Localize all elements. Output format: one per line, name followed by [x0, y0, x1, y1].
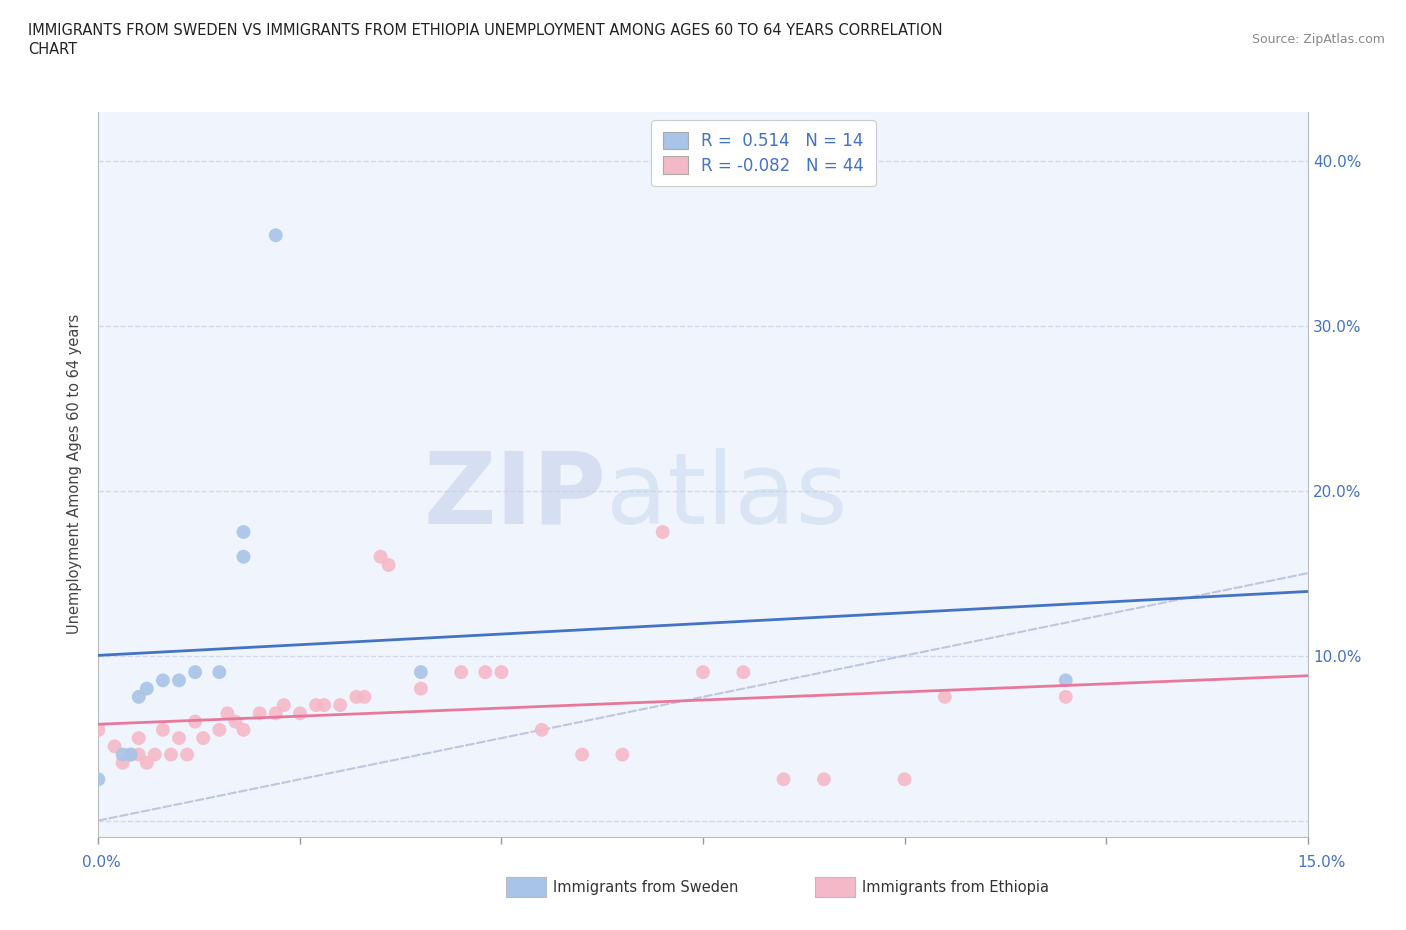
- Text: 0.0%: 0.0%: [82, 855, 121, 870]
- Point: [232, 550, 254, 565]
- Point: [491, 665, 513, 680]
- Point: [160, 747, 183, 762]
- Point: [377, 558, 399, 573]
- Point: [176, 747, 198, 762]
- Point: [264, 228, 287, 243]
- Point: [353, 689, 375, 704]
- Point: [571, 747, 593, 762]
- Point: [329, 698, 352, 712]
- Point: [232, 723, 254, 737]
- Point: [120, 747, 142, 762]
- Y-axis label: Unemployment Among Ages 60 to 64 years: Unemployment Among Ages 60 to 64 years: [67, 314, 83, 634]
- Point: [135, 681, 157, 696]
- Text: IMMIGRANTS FROM SWEDEN VS IMMIGRANTS FROM ETHIOPIA UNEMPLOYMENT AMONG AGES 60 TO: IMMIGRANTS FROM SWEDEN VS IMMIGRANTS FRO…: [28, 23, 943, 38]
- Point: [232, 525, 254, 539]
- Text: 15.0%: 15.0%: [1298, 855, 1346, 870]
- Point: [128, 731, 150, 746]
- Point: [692, 665, 714, 680]
- Point: [733, 665, 755, 680]
- Point: [87, 772, 110, 787]
- Point: [370, 550, 392, 565]
- Point: [167, 673, 190, 688]
- Point: [893, 772, 915, 787]
- Point: [217, 706, 239, 721]
- Point: [208, 723, 231, 737]
- Point: [813, 772, 835, 787]
- Point: [1054, 689, 1077, 704]
- Point: [208, 665, 231, 680]
- Point: [120, 747, 142, 762]
- Text: Immigrants from Sweden: Immigrants from Sweden: [553, 880, 738, 895]
- Point: [193, 731, 215, 746]
- Point: [167, 731, 190, 746]
- Point: [152, 723, 174, 737]
- Text: ZIP: ZIP: [423, 447, 606, 545]
- Point: [273, 698, 295, 712]
- Point: [474, 665, 496, 680]
- Point: [184, 665, 207, 680]
- Point: [184, 714, 207, 729]
- Point: [288, 706, 311, 721]
- Point: [772, 772, 794, 787]
- Point: [87, 723, 110, 737]
- Point: [450, 665, 472, 680]
- Point: [409, 665, 432, 680]
- Text: Source: ZipAtlas.com: Source: ZipAtlas.com: [1251, 33, 1385, 46]
- Point: [305, 698, 328, 712]
- Legend: R =  0.514   N = 14, R = -0.082   N = 44: R = 0.514 N = 14, R = -0.082 N = 44: [651, 120, 876, 186]
- Point: [344, 689, 367, 704]
- Point: [249, 706, 271, 721]
- Text: atlas: atlas: [606, 447, 848, 545]
- Point: [128, 689, 150, 704]
- Point: [651, 525, 673, 539]
- Point: [264, 706, 287, 721]
- Text: CHART: CHART: [28, 42, 77, 57]
- Point: [314, 698, 336, 712]
- Point: [530, 723, 553, 737]
- Point: [1054, 673, 1077, 688]
- Point: [934, 689, 956, 704]
- Point: [111, 755, 134, 770]
- Point: [111, 747, 134, 762]
- Point: [103, 738, 125, 753]
- Point: [128, 747, 150, 762]
- Point: [152, 673, 174, 688]
- Point: [135, 755, 157, 770]
- Point: [224, 714, 246, 729]
- Text: Immigrants from Ethiopia: Immigrants from Ethiopia: [862, 880, 1049, 895]
- Point: [612, 747, 634, 762]
- Point: [409, 681, 432, 696]
- Point: [143, 747, 166, 762]
